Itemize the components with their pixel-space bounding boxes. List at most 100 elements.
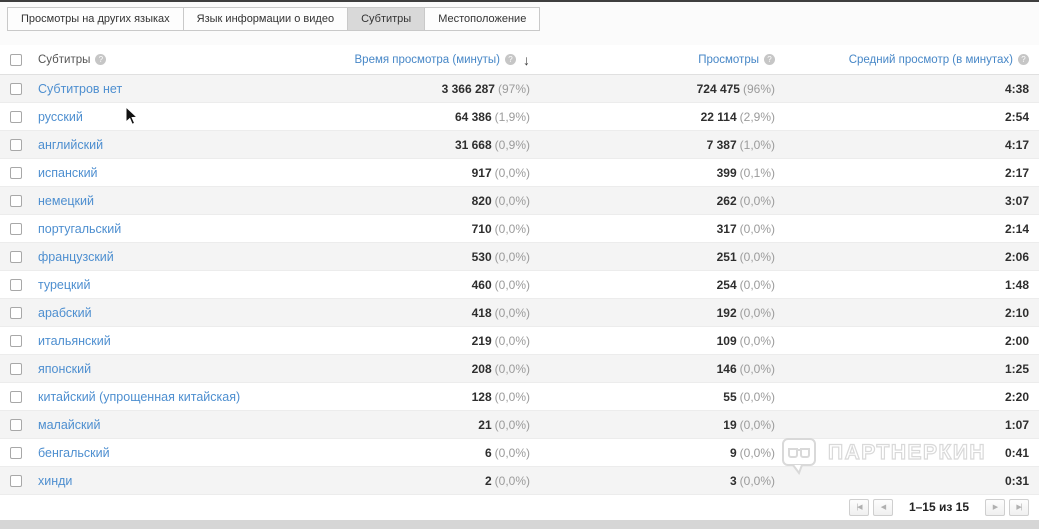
language-cell: малайский bbox=[38, 416, 330, 434]
watch-time-cell: 460 (0,0%) bbox=[330, 276, 530, 294]
first-page-button[interactable]: |◀ bbox=[848, 498, 869, 516]
row-checkbox[interactable] bbox=[10, 446, 22, 459]
views-value: 109 bbox=[716, 333, 737, 348]
column-header-avg-view[interactable]: Средний просмотр (в минутах) bbox=[848, 53, 1013, 66]
views-value: 254 bbox=[716, 277, 737, 292]
select-all-checkbox[interactable] bbox=[10, 53, 22, 66]
watch-time-value: 31 668 bbox=[454, 137, 492, 152]
row-checkbox[interactable] bbox=[10, 306, 22, 319]
row-checkbox[interactable] bbox=[10, 250, 22, 263]
column-header-views[interactable]: Просмотры bbox=[698, 53, 759, 66]
language-link[interactable]: французский bbox=[38, 249, 114, 264]
watch-time-cell: 820 (0,0%) bbox=[330, 192, 530, 210]
footer-spacer bbox=[0, 519, 1039, 520]
help-icon[interactable]: ? bbox=[764, 54, 775, 65]
language-link[interactable]: английский bbox=[38, 137, 104, 152]
avg-view-cell: 0:31 bbox=[775, 472, 1029, 490]
language-cell: китайский (упрощенная китайская) bbox=[38, 388, 330, 406]
views-percent: (0,0%) bbox=[739, 473, 775, 488]
row-checkbox[interactable] bbox=[10, 138, 22, 151]
column-header-watch-time[interactable]: Время просмотра (минуты) bbox=[354, 53, 501, 66]
pagination-range-label: 1–15 из 15 bbox=[908, 500, 969, 514]
watch-time-value: 3 366 287 bbox=[441, 81, 495, 96]
language-cell: итальянский bbox=[38, 332, 330, 350]
row-checkbox[interactable] bbox=[10, 166, 22, 179]
language-link[interactable]: японский bbox=[38, 361, 92, 376]
tab[interactable]: Язык информации о видео bbox=[182, 7, 349, 31]
language-link[interactable]: португальский bbox=[38, 221, 122, 236]
tab-label: Язык информации о видео bbox=[196, 13, 335, 25]
views-value: 317 bbox=[716, 221, 737, 236]
row-checkbox[interactable] bbox=[10, 222, 22, 235]
help-icon[interactable]: ? bbox=[505, 54, 516, 65]
views-value: 9 bbox=[729, 445, 737, 460]
views-cell: 109 (0,0%) bbox=[530, 332, 775, 350]
watch-time-cell: 710 (0,0%) bbox=[330, 220, 530, 238]
avg-view-cell: 2:10 bbox=[775, 304, 1029, 322]
watch-time-percent: (0,0%) bbox=[494, 305, 530, 320]
language-link[interactable]: немецкий bbox=[38, 193, 94, 208]
watch-time-cell: 530 (0,0%) bbox=[330, 248, 530, 266]
help-icon[interactable]: ? bbox=[1018, 54, 1029, 65]
avg-view-cell: 4:38 bbox=[775, 80, 1029, 98]
watch-time-cell: 6 (0,0%) bbox=[330, 444, 530, 462]
language-link[interactable]: хинди bbox=[38, 473, 73, 488]
row-checkbox[interactable] bbox=[10, 278, 22, 291]
watch-time-percent: (97%) bbox=[497, 81, 530, 96]
avg-view-value: 4:38 bbox=[1004, 81, 1029, 96]
views-percent: (0,0%) bbox=[739, 417, 775, 432]
tab[interactable]: Местоположение bbox=[424, 7, 541, 31]
row-checkbox-cell bbox=[10, 278, 38, 291]
views-percent: (0,0%) bbox=[739, 277, 775, 292]
tab[interactable]: Просмотры на других языках bbox=[7, 7, 184, 31]
row-checkbox-cell bbox=[10, 138, 38, 151]
avg-view-value: 2:54 bbox=[1004, 109, 1029, 124]
language-link[interactable]: китайский (упрощенная китайская) bbox=[38, 389, 241, 404]
language-link[interactable]: испанский bbox=[38, 165, 98, 180]
language-link[interactable]: русский bbox=[38, 109, 83, 124]
help-icon[interactable]: ? bbox=[95, 54, 107, 65]
views-cell: 251 (0,0%) bbox=[530, 248, 775, 266]
language-link[interactable]: малайский bbox=[38, 417, 101, 432]
language-link[interactable]: арабский bbox=[38, 305, 92, 320]
language-cell: бенгальский bbox=[38, 444, 330, 462]
row-checkbox[interactable] bbox=[10, 334, 22, 347]
watch-time-percent: (0,0%) bbox=[494, 417, 530, 432]
tab-bar: Просмотры на других языках Язык информац… bbox=[7, 7, 1039, 31]
row-checkbox[interactable] bbox=[10, 362, 22, 375]
watch-time-cell: 2 (0,0%) bbox=[330, 472, 530, 490]
watch-time-value: 820 bbox=[471, 193, 492, 208]
column-header-watch-time-cell: Время просмотра (минуты) ? ↓ bbox=[330, 51, 531, 68]
sort-descending-icon[interactable]: ↓ bbox=[523, 51, 530, 68]
watch-time-cell: 418 (0,0%) bbox=[330, 304, 530, 322]
avg-view-cell: 3:07 bbox=[775, 192, 1029, 210]
prev-page-button[interactable]: ◀ bbox=[872, 498, 893, 516]
avg-view-value: 1:48 bbox=[1004, 277, 1029, 292]
watch-time-value: 2 bbox=[484, 473, 492, 488]
language-link[interactable]: итальянский bbox=[38, 333, 111, 348]
language-link[interactable]: бенгальский bbox=[38, 445, 110, 460]
row-checkbox[interactable] bbox=[10, 194, 22, 207]
language-link[interactable]: Субтитров нет bbox=[38, 81, 123, 96]
row-checkbox[interactable] bbox=[10, 418, 22, 431]
row-checkbox[interactable] bbox=[10, 110, 22, 123]
row-checkbox-cell bbox=[10, 166, 38, 179]
watch-time-value: 21 bbox=[478, 417, 492, 432]
row-checkbox[interactable] bbox=[10, 474, 22, 487]
language-link[interactable]: турецкий bbox=[38, 277, 91, 292]
row-checkbox[interactable] bbox=[10, 82, 22, 95]
next-page-button[interactable]: ▶ bbox=[985, 498, 1005, 516]
row-checkbox-cell bbox=[10, 474, 38, 487]
table-row: китайский (упрощенная китайская) 128 (0,0… bbox=[0, 383, 1039, 411]
avg-view-value: 2:14 bbox=[1004, 221, 1029, 236]
avg-view-cell: 1:25 bbox=[775, 360, 1029, 378]
language-cell: немецкий bbox=[38, 192, 330, 210]
tab[interactable]: Субтитры bbox=[347, 7, 426, 31]
table-row: английский 31 668 (0,9%) 7 387 (1,0%) 4:17 bbox=[0, 131, 1039, 159]
row-checkbox[interactable] bbox=[10, 390, 22, 403]
language-cell: турецкий bbox=[38, 276, 330, 294]
views-percent: (1,0%) bbox=[739, 137, 775, 152]
last-page-button[interactable]: ▶| bbox=[1009, 498, 1029, 516]
avg-view-value: 1:25 bbox=[1004, 361, 1029, 376]
watch-time-value: 460 bbox=[471, 277, 492, 292]
